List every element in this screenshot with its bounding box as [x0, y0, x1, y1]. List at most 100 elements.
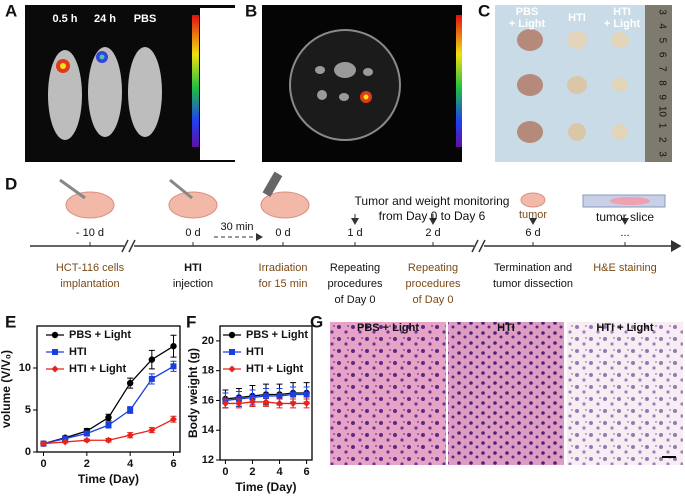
- legend-marker: [228, 331, 236, 339]
- ruler-number: 8: [656, 80, 667, 86]
- ruler-number: 7: [656, 66, 667, 72]
- interval-label: 30 min: [220, 221, 253, 233]
- slice-icon: [610, 197, 650, 205]
- marker: [290, 391, 297, 398]
- legend-label: HTI + Light: [69, 363, 126, 375]
- marker: [221, 399, 229, 407]
- x-tick-label: 2: [249, 466, 255, 478]
- marker: [148, 375, 155, 382]
- y-tick-label: 16: [202, 394, 214, 406]
- marker: [148, 426, 156, 434]
- ruler-number: 5: [656, 38, 667, 44]
- monitoring-label: from Day 0 to Day 6: [379, 209, 486, 223]
- marker: [263, 392, 269, 399]
- timeline-caption: Termination and: [494, 262, 572, 274]
- legend-label: PBS + Light: [69, 329, 131, 341]
- marker: [105, 436, 112, 444]
- ruler-number: 3: [656, 9, 667, 15]
- panel-label: E: [5, 312, 16, 331]
- marker: [235, 399, 243, 407]
- ruler-number: 10: [656, 106, 667, 118]
- timeline-caption: HTI: [184, 262, 202, 274]
- dish: [289, 29, 401, 141]
- photo-label: HTI: [568, 12, 586, 24]
- ruler-number: 2: [656, 137, 667, 143]
- photo-label: 0.5 h: [52, 13, 77, 25]
- timeline-label: 6 d: [525, 227, 540, 239]
- histology-label: PBS + Light: [357, 322, 419, 334]
- marker: [289, 399, 297, 407]
- legend-label: HTI + Light: [246, 363, 303, 375]
- marker: [262, 398, 270, 406]
- x-tick-label: 6: [304, 466, 310, 478]
- timeline-caption: Repeating: [408, 262, 458, 274]
- marker: [148, 356, 156, 363]
- timeline-caption: of Day 0: [413, 294, 454, 306]
- timeline-label: 1 d: [347, 227, 362, 239]
- y-tick-label: 12: [202, 454, 214, 466]
- marker: [105, 414, 112, 421]
- panel-label: F: [186, 312, 196, 331]
- histology-label: HTI + Light: [596, 322, 653, 334]
- tumor-icon: [520, 192, 546, 208]
- x-tick-label: 4: [276, 466, 283, 478]
- panel-label: G: [310, 312, 323, 331]
- panel-label: B: [245, 1, 257, 20]
- marker: [170, 342, 177, 350]
- timeline-caption: Irradiation: [259, 262, 308, 274]
- timeline-caption: Repeating: [330, 262, 380, 274]
- marker: [303, 399, 311, 407]
- marker: [248, 398, 256, 406]
- mice: [48, 47, 162, 140]
- mouse-icons: [65, 191, 310, 219]
- marker: [61, 438, 69, 446]
- legend-marker: [52, 349, 58, 355]
- syringe: [169, 178, 193, 200]
- timeline-label: 2 d: [425, 227, 440, 239]
- laser: [262, 171, 283, 197]
- x-tick-label: 6: [170, 458, 176, 470]
- y-tick-label: 10: [19, 362, 31, 374]
- marker: [83, 430, 90, 437]
- plot-frame: [219, 325, 313, 461]
- tumor-label: tumor: [519, 209, 547, 221]
- syringe: [59, 178, 86, 200]
- timeline-caption: injection: [173, 278, 213, 290]
- timeline-caption: tumor dissection: [493, 278, 573, 290]
- timeline-label: - 10 d: [76, 227, 104, 239]
- marker: [303, 391, 310, 398]
- timeline-caption: procedures: [327, 278, 383, 290]
- panel-label: C: [478, 1, 490, 20]
- photo-label: PBS: [134, 13, 157, 25]
- y-tick-label: 5: [25, 404, 31, 416]
- y-axis-label: Body weight (g): [186, 348, 200, 438]
- ruler-number: 3: [656, 151, 667, 157]
- marker: [126, 431, 134, 439]
- timeline-label: 0 d: [185, 227, 200, 239]
- legend-marker: [51, 365, 59, 373]
- x-tick-label: 4: [127, 458, 134, 470]
- y-tick-label: 14: [202, 424, 215, 436]
- legend-marker: [229, 349, 235, 355]
- timeline-caption: HCT-116 cells: [56, 262, 125, 274]
- timeline-caption: implantation: [60, 278, 119, 290]
- photo-label: HTI: [613, 6, 631, 18]
- marker: [40, 440, 47, 448]
- panel-label: D: [5, 174, 17, 193]
- marker: [170, 415, 177, 423]
- ruler-number: 6: [656, 52, 667, 58]
- marker: [276, 392, 283, 399]
- y-tick-label: 18: [202, 365, 214, 377]
- marker: [170, 363, 177, 370]
- marker: [83, 436, 91, 444]
- timeline-caption: for 15 min: [259, 278, 308, 290]
- y-tick-label: 20: [202, 335, 214, 347]
- marker: [126, 379, 134, 387]
- x-tick-label: 2: [84, 458, 90, 470]
- photo-label: + Light: [604, 18, 641, 30]
- tumors: [517, 29, 629, 143]
- timeline-label: 0 d: [275, 227, 290, 239]
- timeline-label: ...: [620, 227, 629, 239]
- timeline-caption: of Day 0: [335, 294, 376, 306]
- legend-marker: [228, 365, 236, 373]
